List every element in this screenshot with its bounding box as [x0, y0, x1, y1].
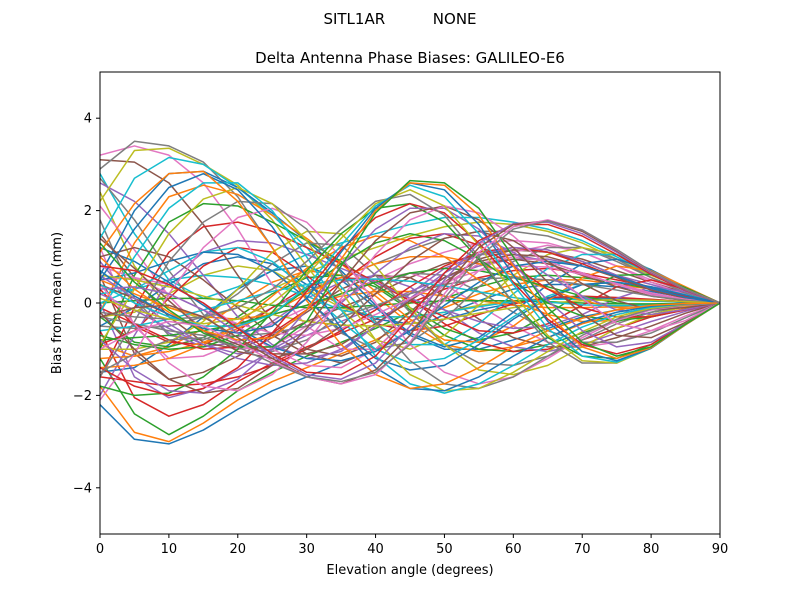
- series-line-49: [100, 274, 720, 327]
- series-line-64: [100, 202, 720, 397]
- series-line-23: [100, 297, 720, 309]
- chart-title: Delta Antenna Phase Biases: GALILEO-E6: [255, 49, 565, 67]
- x-tick-label: 40: [367, 542, 384, 557]
- series-line-76: [100, 220, 720, 385]
- series-line-41: [100, 251, 720, 371]
- series-layer: [100, 140, 720, 445]
- x-tick-label: 0: [96, 542, 104, 557]
- x-axis: 0 10 20 30 40 50 60 70 80 90: [96, 534, 728, 557]
- series-line-60: [100, 182, 720, 394]
- figure-suptitle: SITL1AR NONE: [323, 10, 476, 28]
- y-tick-label: −2: [73, 389, 92, 404]
- series-line-69: [100, 189, 720, 364]
- series-line-73: [100, 179, 720, 357]
- x-tick-label: 20: [230, 542, 247, 557]
- x-tick-label: 80: [643, 542, 660, 557]
- x-tick-label: 10: [161, 542, 178, 557]
- x-tick-label: 30: [298, 542, 315, 557]
- y-axis: −4 −2 0 2 4: [73, 112, 100, 496]
- x-tick-label: 70: [574, 542, 591, 557]
- series-line-75: [100, 221, 720, 380]
- series-line-42: [100, 256, 720, 360]
- series-line-48: [100, 276, 720, 338]
- series-line-59: [100, 186, 720, 392]
- series-line-74: [100, 223, 720, 376]
- x-tick-label: 90: [712, 542, 729, 557]
- series-line-66: [100, 205, 720, 394]
- series-line-8: [100, 219, 720, 341]
- series-line-32: [100, 184, 720, 344]
- series-line-51: [100, 246, 720, 362]
- y-tick-label: 2: [84, 204, 92, 219]
- series-line-62: [100, 170, 720, 390]
- y-tick-label: −4: [73, 481, 92, 496]
- series-line-67: [100, 205, 720, 392]
- x-axis-label: Elevation angle (degrees): [326, 563, 493, 578]
- y-tick-label: 4: [84, 112, 92, 127]
- series-line-72: [100, 182, 720, 360]
- y-tick-label: 0: [84, 297, 92, 312]
- series-line-78: [100, 220, 720, 383]
- series-line-58: [100, 200, 720, 390]
- y-axis-label: Bias from mean (mm): [50, 232, 65, 374]
- series-line-39: [100, 230, 720, 376]
- x-tick-label: 60: [505, 542, 522, 557]
- x-tick-label: 50: [436, 542, 453, 557]
